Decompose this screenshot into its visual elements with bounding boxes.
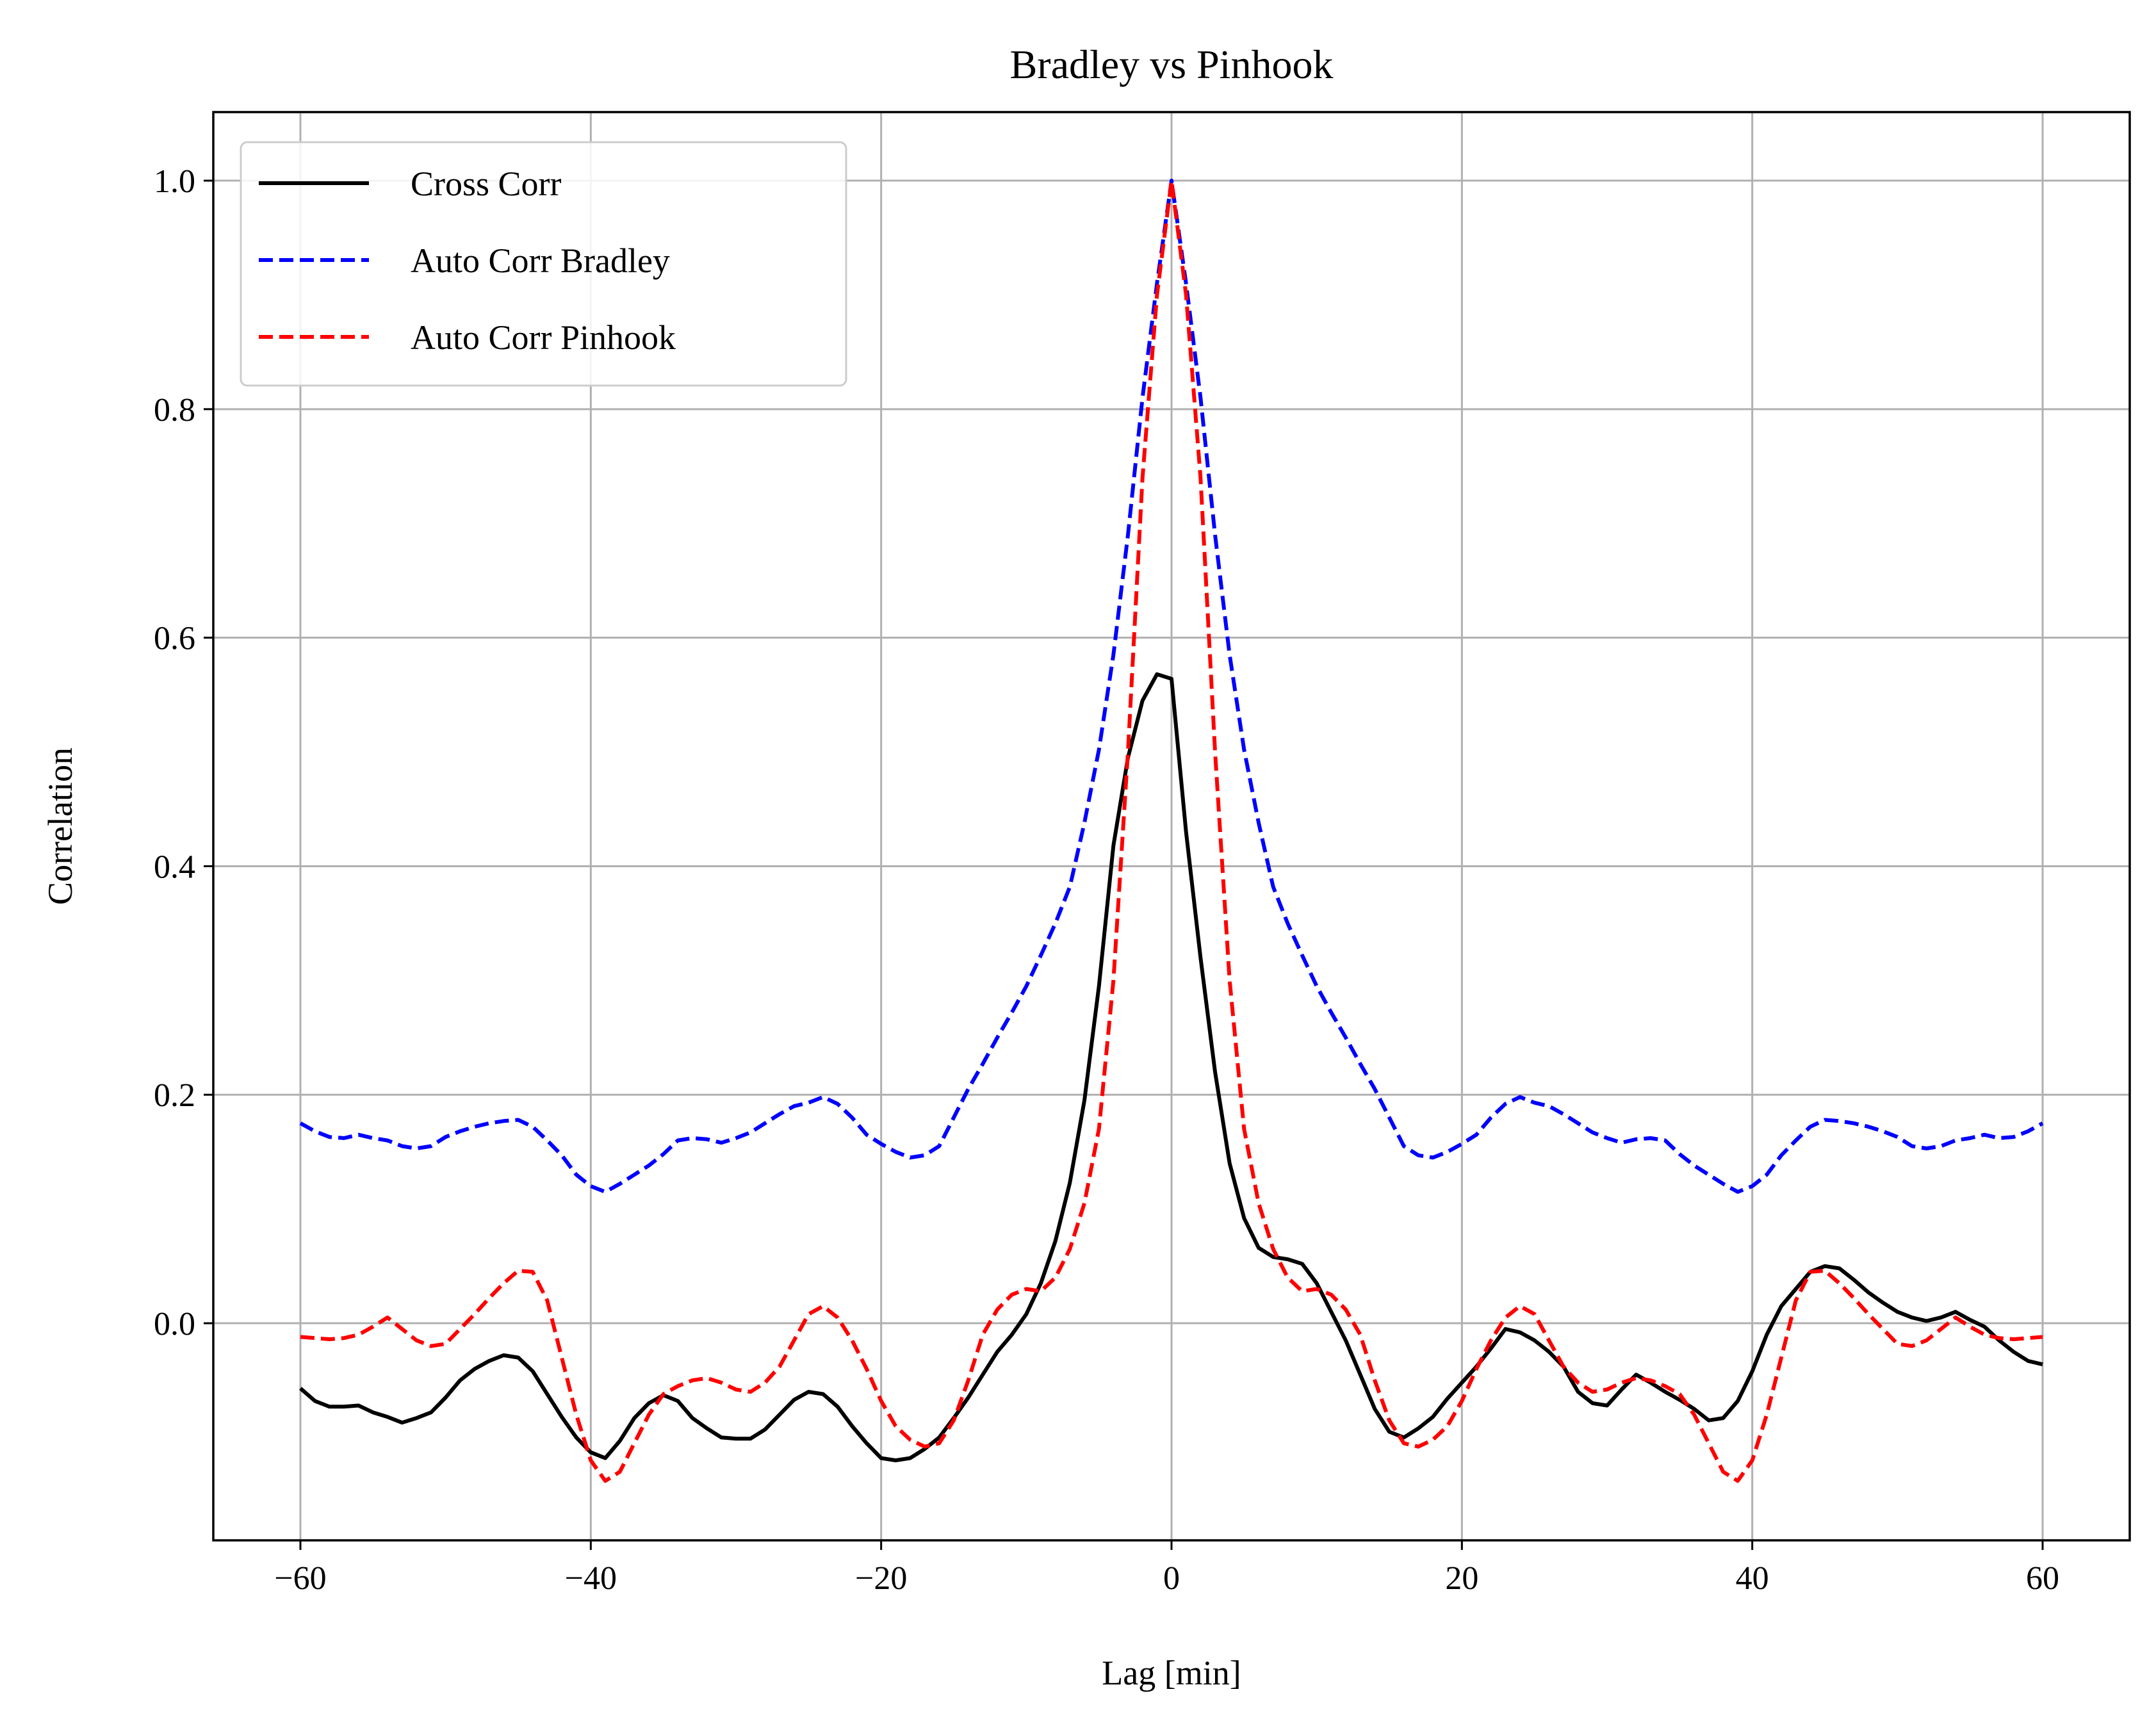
x-tick-label: −20 — [855, 1560, 907, 1597]
x-tick-label: 0 — [1163, 1560, 1180, 1597]
legend-label-3: Auto Corr Pinhook — [411, 318, 676, 357]
x-tick-label: 60 — [2026, 1560, 2059, 1597]
x-tick-label: −40 — [565, 1560, 617, 1597]
chart-title: Bradley vs Pinhook — [1010, 42, 1334, 87]
x-axis-title: Lag [min] — [1102, 1654, 1241, 1692]
y-tick-label: 0.8 — [154, 392, 195, 428]
grid — [213, 112, 2130, 1540]
legend: Cross Corr Auto Corr Bradley Auto Corr Pin… — [240, 141, 847, 387]
x-tick-label: 40 — [1736, 1560, 1769, 1597]
legend-label-2: Auto Corr Bradley — [411, 241, 670, 280]
legend-box — [240, 141, 847, 387]
y-axis-title: Correlation — [41, 747, 79, 905]
x-tick-label: 20 — [1445, 1560, 1478, 1597]
series-line-3 — [300, 179, 2043, 1483]
y-tick-label: 0.0 — [154, 1306, 195, 1342]
x-tick-label: −60 — [274, 1560, 326, 1597]
y-tick-label: 0.4 — [154, 849, 195, 885]
legend-label-1: Cross Corr — [411, 165, 562, 203]
series-line-1 — [299, 672, 2043, 1463]
y-tick-label: 0.2 — [154, 1077, 195, 1114]
axis-ticks: −60 −40 −20 0 20 40 60 0.0 0.2 0.4 0.6 0.8 1.0 — [154, 163, 2059, 1597]
series-layer — [299, 179, 2044, 1483]
series-line-2 — [299, 179, 2044, 1194]
y-tick-label: 0.6 — [154, 621, 195, 657]
y-tick-label: 1.0 — [154, 163, 195, 200]
